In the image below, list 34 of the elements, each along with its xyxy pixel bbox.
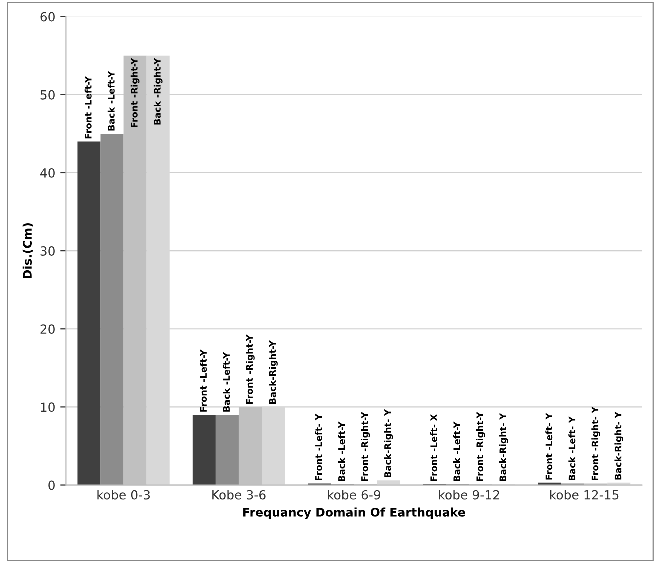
y-axis-title: Dis.(Cm) bbox=[22, 224, 34, 279]
x-axis-title: Frequancy Domain Of Earthquake bbox=[244, 508, 466, 520]
data-label: Back -Left- Y bbox=[568, 416, 576, 481]
y-tick-label: 40 bbox=[40, 168, 55, 178]
data-label: Back -Right-Y bbox=[154, 58, 163, 125]
y-tick-label: 20 bbox=[40, 324, 55, 334]
y-tick-label: 60 bbox=[40, 12, 55, 22]
data-label: Front -Left- X bbox=[430, 414, 438, 482]
data-label: Front -Left-Y bbox=[84, 76, 92, 139]
data-label: Front -Right-Y bbox=[130, 58, 140, 128]
x-tick-label: kobe 0-3 bbox=[98, 490, 150, 500]
data-label: Front -Right- Y bbox=[592, 406, 600, 481]
y-tick-label: 30 bbox=[40, 246, 55, 256]
y-tick-label: 50 bbox=[40, 90, 55, 100]
data-label: Front -Left- Y bbox=[315, 414, 322, 481]
data-label: Front -Right-Y bbox=[361, 412, 370, 482]
y-tick-label: 10 bbox=[41, 402, 55, 412]
data-label: Back -Left-Y bbox=[108, 71, 115, 131]
data-label: Front -Right-Y bbox=[246, 334, 255, 404]
data-label: Back -Left-Y bbox=[338, 422, 346, 482]
data-label: Front -Left- Y bbox=[546, 413, 553, 480]
data-label: Back-Right- Y bbox=[384, 409, 394, 478]
x-tick-label: Kobe 3-6 bbox=[212, 490, 266, 500]
data-label: Back-Right- Y bbox=[614, 412, 624, 480]
data-label: Back -Left-Y bbox=[453, 422, 460, 482]
x-tick-label: kobe 12-15 bbox=[550, 490, 619, 500]
data-label: Front -Left-Y bbox=[200, 350, 208, 412]
data-label: Back-Right- Y bbox=[500, 413, 508, 482]
y-tick-label: 0 bbox=[48, 480, 55, 490]
data-label: Back -Left-Y bbox=[223, 352, 230, 412]
data-label: Front -Right-Y bbox=[476, 412, 486, 482]
x-tick-label: kobe 6-9 bbox=[328, 490, 381, 500]
x-tick-label: kobe 9-12 bbox=[439, 490, 500, 500]
data-label: Back-Right-Y bbox=[269, 340, 278, 404]
